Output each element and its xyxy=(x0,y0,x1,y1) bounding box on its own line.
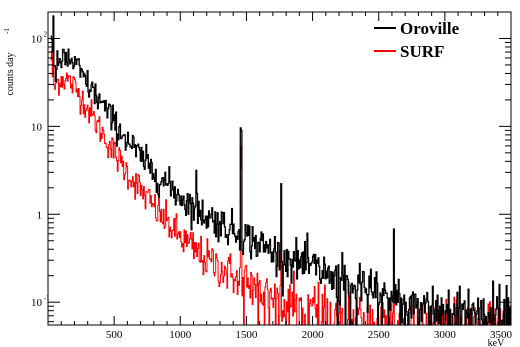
x-tick-label: 2500 xyxy=(368,329,391,341)
x-tick-label: 1000 xyxy=(169,329,192,341)
series-layer xyxy=(50,15,511,326)
x-tick-label: 3500 xyxy=(490,329,513,341)
x-tick-label: 3000 xyxy=(434,329,457,341)
plot-frame xyxy=(47,11,512,326)
y-tick-label: 10 xyxy=(31,297,43,309)
y-tick-label: 10 xyxy=(31,33,43,45)
y-axis-label-superscript: -1 xyxy=(3,28,11,34)
y-tick-label: 10 xyxy=(31,121,43,133)
legend-oroville-label: Oroville xyxy=(400,19,460,38)
y-tick-label: 1 xyxy=(37,209,43,221)
series-line-surf xyxy=(50,32,511,326)
x-tick-label: 1500 xyxy=(235,329,258,341)
legend: Oroville SURF xyxy=(374,19,460,61)
y-tick-label-exponent: -1 xyxy=(44,294,50,302)
y-axis-label: counts day xyxy=(5,52,16,95)
x-tick-label: 500 xyxy=(106,329,123,341)
legend-surf-label: SURF xyxy=(400,42,444,61)
series-line-oroville xyxy=(50,15,511,326)
x-axis-label: keV xyxy=(488,338,505,347)
x-tick-label: 2000 xyxy=(302,329,325,341)
y-tick-label-exponent: 2 xyxy=(44,30,48,38)
